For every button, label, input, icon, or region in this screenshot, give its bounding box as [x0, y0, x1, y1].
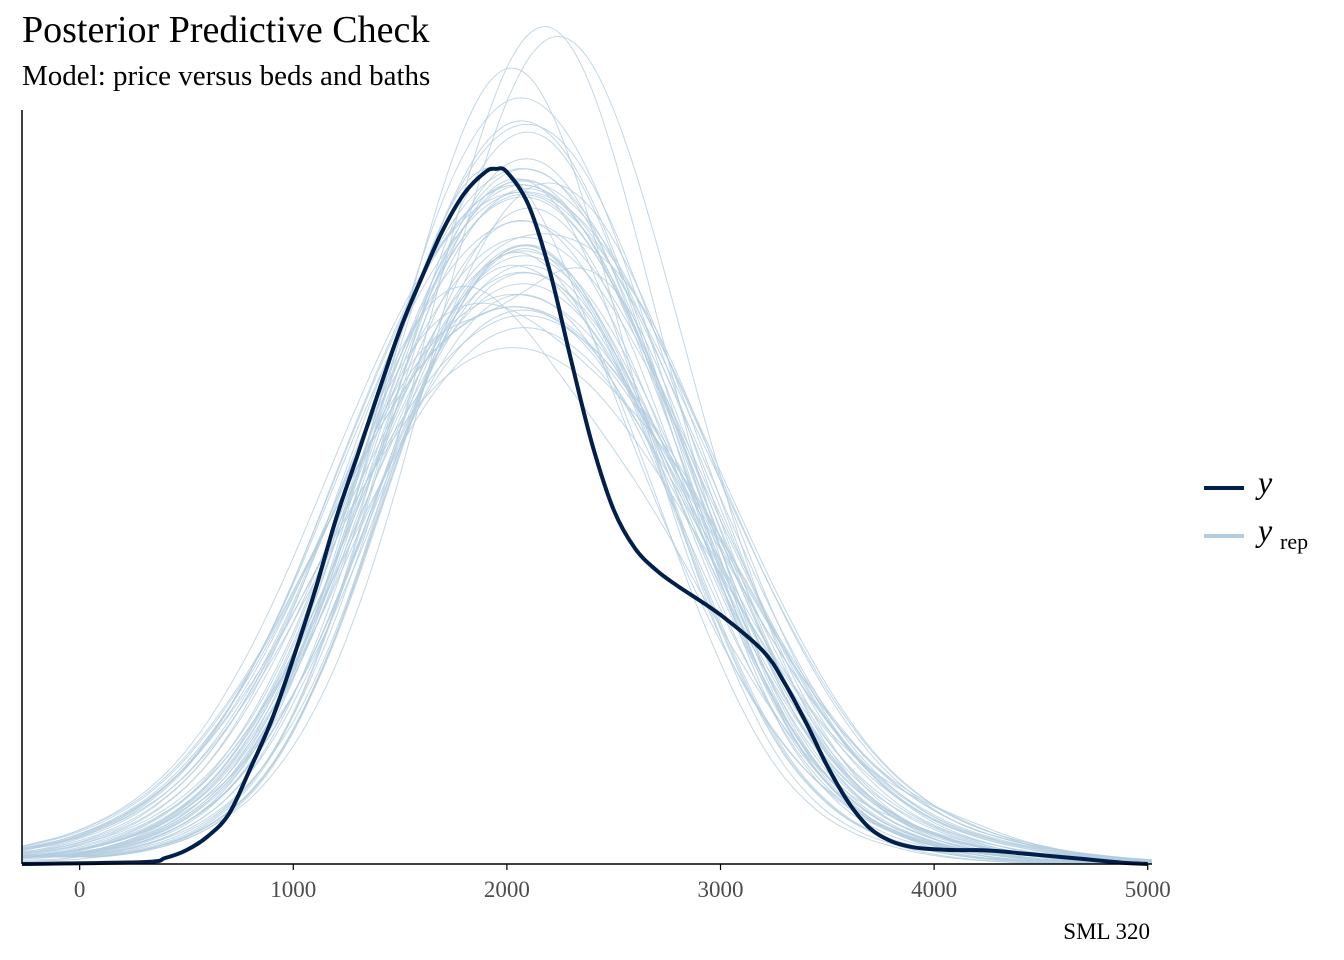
yrep-line-36 — [21, 255, 1152, 864]
yrep-line-19 — [21, 306, 1153, 861]
chart-caption: SML 320 — [1063, 919, 1150, 944]
y-lines — [21, 166, 1148, 866]
yrep-line-44 — [22, 178, 1152, 864]
yrep-line-18 — [21, 314, 1153, 861]
yrep-line-21 — [21, 123, 1152, 864]
yrep-line-32 — [21, 245, 1152, 864]
yrep-line-4 — [21, 26, 1152, 865]
yrep-line-7 — [21, 35, 1153, 865]
yrep-line-20 — [21, 283, 1153, 864]
chart-title: Posterior Predictive Check — [22, 9, 430, 51]
yrep-line-13 — [21, 168, 1153, 864]
yrep-line-50 — [22, 248, 1152, 864]
yrep-line-16 — [21, 293, 1152, 864]
x-tick-label: 3000 — [698, 877, 744, 902]
legend: yy rep — [1204, 464, 1308, 554]
yrep-line-45 — [21, 193, 1153, 864]
x-axis-ticks: 0 1000 2000 3000 4000 5000 — [74, 864, 1171, 902]
yrep-line-22 — [21, 347, 1153, 862]
yrep-line-15 — [21, 180, 1153, 861]
x-tick-label: 5000 — [1125, 877, 1171, 902]
yrep-lines — [21, 26, 1153, 865]
yrep-line-39 — [21, 220, 1153, 863]
yrep-line-23 — [21, 293, 1153, 862]
yrep-line-8 — [21, 302, 1153, 863]
yrep-line-35 — [22, 131, 1152, 864]
chart-subtitle: Model: price versus beds and baths — [22, 60, 431, 92]
yrep-line-29 — [21, 309, 1153, 864]
legend-label-2: y — [1255, 512, 1273, 548]
x-tick-label: 4000 — [911, 877, 957, 902]
x-tick-label: 1000 — [270, 877, 316, 902]
yrep-line-17 — [22, 120, 1152, 864]
yrep-line-38 — [21, 191, 1153, 861]
yrep-line-28 — [21, 168, 1152, 864]
yrep-line-24 — [21, 236, 1153, 863]
y-density-line — [21, 166, 1148, 866]
yrep-line-3 — [21, 285, 1153, 864]
x-tick-label: 2000 — [484, 877, 530, 902]
yrep-line-46 — [21, 327, 1153, 863]
legend-label-1: y — [1255, 464, 1273, 500]
yrep-line-49 — [21, 306, 1153, 861]
yrep-line-47 — [21, 183, 1153, 862]
legend-subscript-2: rep — [1280, 529, 1308, 554]
x-tick-label: 0 — [74, 877, 86, 902]
